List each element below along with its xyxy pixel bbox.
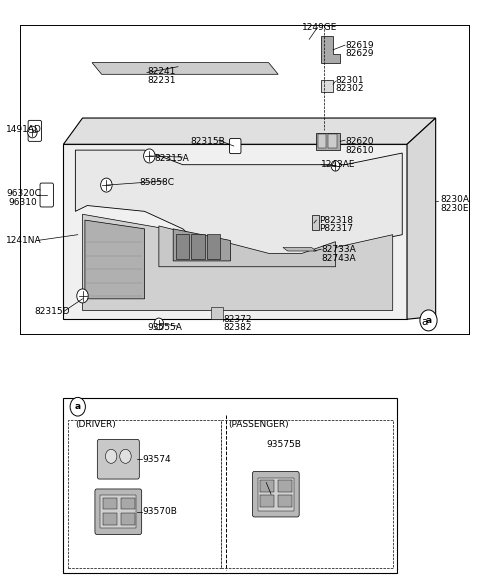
FancyBboxPatch shape [252, 472, 299, 517]
Text: (DRIVER): (DRIVER) [75, 420, 116, 429]
Text: 93570B: 93570B [142, 507, 177, 516]
Text: P82317: P82317 [319, 224, 353, 233]
Bar [321, 80, 333, 92]
Circle shape [28, 126, 37, 138]
Text: 1491AD: 1491AD [6, 125, 42, 134]
Text: a: a [75, 402, 81, 411]
FancyBboxPatch shape [28, 120, 41, 141]
Bar [318, 134, 326, 148]
Circle shape [144, 149, 155, 163]
Polygon shape [75, 150, 402, 267]
Bar [211, 307, 223, 319]
Bar [278, 495, 292, 507]
Circle shape [101, 178, 112, 192]
Bar [258, 478, 294, 510]
Polygon shape [316, 132, 340, 150]
Text: a: a [425, 316, 432, 325]
Text: 82610: 82610 [345, 145, 373, 155]
Polygon shape [321, 36, 340, 63]
Text: P82318: P82318 [319, 216, 353, 224]
Polygon shape [63, 118, 436, 144]
Text: 96320C: 96320C [6, 189, 41, 198]
FancyBboxPatch shape [68, 420, 221, 568]
Text: 82743A: 82743A [321, 254, 356, 263]
Text: 82733A: 82733A [321, 245, 356, 254]
Text: (PASSENGER): (PASSENGER) [228, 420, 288, 429]
Bar [328, 134, 337, 148]
Bar [120, 513, 135, 524]
Text: 96310: 96310 [9, 198, 37, 207]
Circle shape [120, 449, 131, 464]
Bar [192, 233, 204, 259]
Text: 93555A: 93555A [147, 323, 182, 332]
Circle shape [331, 161, 340, 171]
Circle shape [77, 289, 88, 303]
Circle shape [154, 318, 164, 330]
Text: 8230E: 8230E [441, 204, 469, 213]
Text: 82382: 82382 [223, 323, 252, 332]
FancyBboxPatch shape [229, 138, 241, 154]
Text: 1241NA: 1241NA [6, 236, 42, 245]
FancyBboxPatch shape [97, 440, 139, 479]
FancyBboxPatch shape [63, 398, 397, 573]
Bar [260, 480, 275, 492]
Polygon shape [283, 247, 316, 251]
Bar [120, 498, 135, 509]
Text: a: a [421, 317, 428, 327]
Text: 93575B: 93575B [266, 440, 301, 449]
Text: 82241: 82241 [147, 67, 175, 76]
Bar [103, 513, 117, 524]
Bar [278, 480, 292, 492]
Text: 82619: 82619 [345, 40, 373, 50]
Bar [176, 233, 189, 259]
Text: 1243AE: 1243AE [321, 160, 356, 169]
Bar [207, 233, 220, 259]
Text: 82620: 82620 [345, 137, 373, 146]
Polygon shape [83, 214, 393, 311]
Polygon shape [173, 229, 230, 261]
Text: 82629: 82629 [345, 49, 373, 59]
Polygon shape [159, 226, 336, 267]
Polygon shape [407, 118, 436, 319]
Circle shape [106, 449, 117, 464]
Text: 1249GE: 1249GE [302, 23, 337, 32]
Text: 93574: 93574 [142, 455, 171, 464]
Text: 82315A: 82315A [154, 154, 189, 163]
Polygon shape [312, 216, 319, 230]
Text: 82301: 82301 [336, 76, 364, 84]
Bar [100, 495, 136, 528]
Text: 82302: 82302 [336, 84, 364, 93]
Text: 82315D: 82315D [35, 307, 70, 316]
Text: 85858C: 85858C [140, 178, 175, 187]
Bar [260, 495, 275, 507]
Polygon shape [63, 144, 407, 319]
Polygon shape [92, 63, 278, 74]
Text: 8230A: 8230A [441, 195, 469, 204]
Circle shape [420, 310, 437, 331]
Text: 82315B: 82315B [190, 137, 225, 146]
Circle shape [70, 397, 85, 416]
FancyBboxPatch shape [40, 183, 53, 207]
FancyBboxPatch shape [221, 420, 393, 568]
Polygon shape [85, 220, 144, 299]
Text: 82372: 82372 [223, 315, 252, 323]
FancyBboxPatch shape [95, 489, 142, 534]
Text: 82231: 82231 [147, 76, 176, 84]
Bar [103, 498, 117, 509]
